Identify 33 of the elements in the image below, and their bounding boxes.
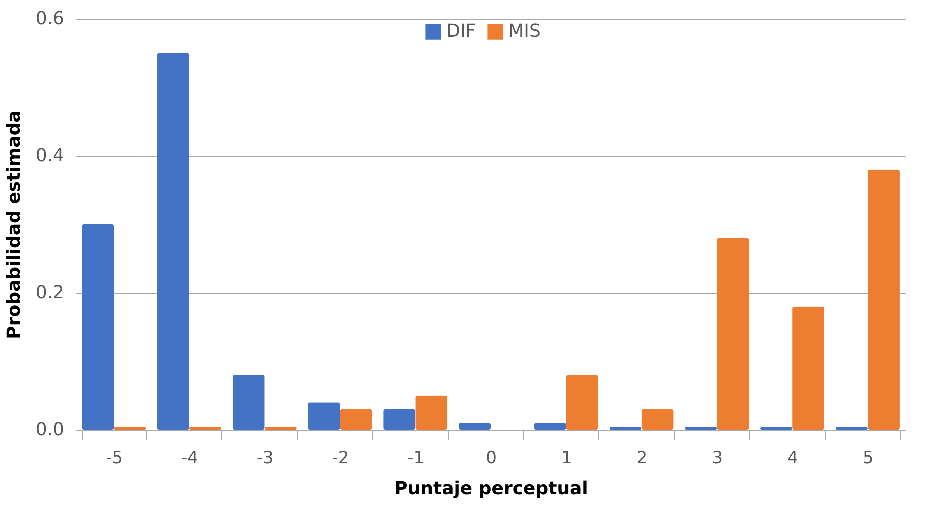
bar — [534, 423, 566, 430]
legend-label: MIS — [508, 21, 541, 42]
x-tick-label: 0 — [486, 448, 497, 468]
bar — [340, 409, 372, 430]
x-tick-label: 4 — [788, 448, 798, 468]
x-tick-label: -1 — [408, 448, 425, 468]
x-tick-label: 3 — [712, 448, 724, 468]
x-tick-label: -3 — [256, 448, 274, 468]
x-tick-label: -4 — [181, 448, 198, 468]
y-tick-label: 0.4 — [36, 146, 64, 166]
bar — [642, 409, 674, 430]
bar — [868, 170, 900, 430]
bar — [566, 375, 598, 430]
bar — [416, 396, 448, 430]
bar — [157, 53, 190, 430]
bar — [717, 238, 750, 430]
bar — [82, 224, 114, 430]
x-tick-label: 2 — [636, 448, 648, 468]
bar — [308, 402, 340, 430]
bar — [384, 409, 416, 430]
x-axis-title: Puntaje perceptual — [394, 478, 588, 500]
x-tick-label: -2 — [332, 448, 350, 468]
bar — [792, 306, 825, 430]
bar — [232, 375, 265, 430]
bar — [458, 423, 491, 430]
x-tick-label: 1 — [561, 448, 572, 468]
x-tick-label: 5 — [863, 448, 874, 468]
y-tick-label: 0.2 — [36, 282, 64, 304]
y-tick-label: 0.6 — [36, 8, 64, 30]
legend-label: DIF — [446, 21, 476, 42]
y-axis-title: Probabilidad estimada — [4, 110, 25, 340]
y-tick-label: 0.0 — [36, 420, 64, 440]
x-tick-label: -5 — [106, 448, 124, 468]
